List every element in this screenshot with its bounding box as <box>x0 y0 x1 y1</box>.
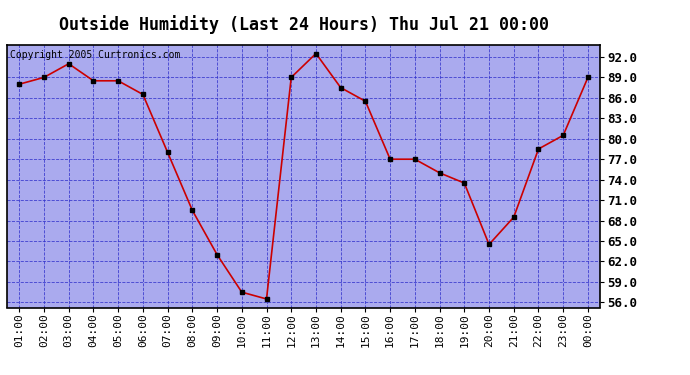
Text: Copyright 2005 Curtronics.com: Copyright 2005 Curtronics.com <box>10 50 180 60</box>
Text: Outside Humidity (Last 24 Hours) Thu Jul 21 00:00: Outside Humidity (Last 24 Hours) Thu Jul… <box>59 15 549 34</box>
